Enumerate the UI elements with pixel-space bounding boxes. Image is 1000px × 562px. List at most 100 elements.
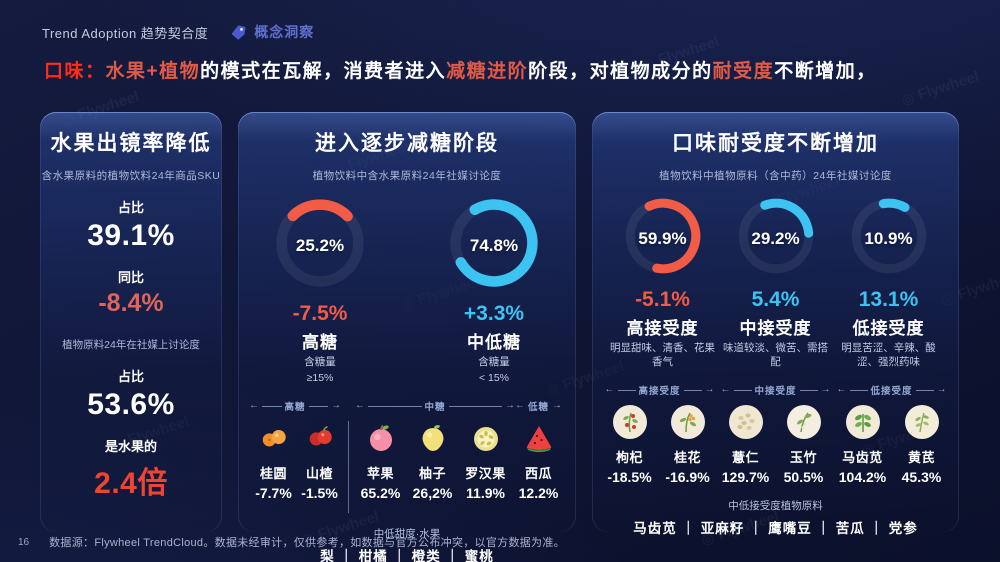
yoy-change: 13.1% xyxy=(858,288,919,311)
card-title: 进入逐步减糖阶段 xyxy=(315,132,499,155)
title-segment: 不断增加， xyxy=(774,61,877,82)
donut-value-label: 29.2% xyxy=(751,228,800,248)
segment-name: 高糖 xyxy=(302,333,338,352)
segment-name: 中接受度 xyxy=(739,319,812,338)
page-number: 16 xyxy=(18,536,30,548)
footer-label: 中低甜度·水果 xyxy=(373,528,441,541)
yoy-change: +3.3% xyxy=(463,302,525,325)
hawthorn-icon xyxy=(305,421,335,455)
title-segment: 口味： xyxy=(44,61,106,82)
title-segment: 减糖进阶 xyxy=(446,61,529,82)
footer-label: 中低接受度植物原料 xyxy=(728,500,823,513)
high-acceptance-block: 59.9% -5.1% 高接受度 明显甜味、清香、花果香气 xyxy=(606,195,719,369)
ingredient-watermelon: 西瓜 12.2% xyxy=(514,421,564,501)
discussion-share-value: 53.6% xyxy=(87,388,175,421)
multiple-value: 2.4倍 xyxy=(94,467,168,500)
divider xyxy=(347,421,349,514)
segment-desc: 明显甜味、清香、花果香气 xyxy=(610,342,715,369)
donut-chart-mid-low-sugar: 74.8% xyxy=(446,195,542,296)
donut-row: 59.9% -5.1% 高接受度 明显甜味、清香、花果香气 29.2% 5.4% xyxy=(592,195,959,369)
low-acceptance-block: 10.9% 13.1% 低接受度 明显苦涩、辛辣、酸涩、强烈药味 xyxy=(832,195,945,369)
segment-name: 低接受度 xyxy=(852,319,925,338)
yoy-value: -8.4% xyxy=(98,289,164,317)
ingredient-longan: 桂圆 -7.7% xyxy=(251,421,297,501)
yoy-change: -7.5% xyxy=(292,302,348,325)
apple-icon xyxy=(365,421,397,455)
osmanthus-icon xyxy=(670,405,706,440)
astragalus-icon xyxy=(904,405,940,440)
goji-icon xyxy=(612,405,648,440)
mid-acceptance-block: 29.2% 5.4% 中接受度 味道较淡、微苦、需搭配 xyxy=(719,195,832,369)
segment-desc: 明显苦涩、辛辣、酸涩、强烈药味 xyxy=(841,342,936,369)
card-subtitle: 植物饮料中植物原料（含中药）24年社媒讨论度 xyxy=(659,170,892,182)
concept-insight-label: 概念洞察 xyxy=(254,24,315,40)
range-high-acceptance: ← 高接受度 → xyxy=(604,384,715,398)
ingredient-goji: 枸杞 -18.5% xyxy=(602,405,658,485)
donut-value-label: 59.9% xyxy=(638,228,687,248)
card-subtitle: 植物饮料中含水果原料24年社媒讨论度 xyxy=(312,170,502,182)
footer-items: 马齿苋 ｜ 亚麻籽 ｜ 鹰嘴豆 ｜ 苦瓜 ｜ 党参 xyxy=(633,521,918,537)
donut-value-label: 10.9% xyxy=(864,228,913,248)
title-segment: 阶段，对植物成分的 xyxy=(528,61,713,82)
segment-name: 高接受度 xyxy=(626,319,699,338)
range-mid-acceptance: ← 中接受度 → xyxy=(720,384,831,398)
card-title: 口味耐受度不断增加 xyxy=(672,132,879,155)
purslane-icon xyxy=(845,405,881,440)
title-segment: 水果+植物 xyxy=(105,61,201,82)
donut-row: 25.2% -7.5% 高糖 含糖量 ≥15% 74.8% + xyxy=(238,195,576,385)
ingredient-osmanthus: 桂花 -16.9% xyxy=(660,405,716,485)
ingredient-solomons-seal: 玉竹 50.5% xyxy=(776,405,832,485)
fruit-items-row: 桂圆 -7.7% 山楂 -1.5% xyxy=(238,421,576,514)
monk-fruit-icon xyxy=(470,421,502,455)
segment-desc: 含糖量 xyxy=(304,356,336,368)
title-segment: 耐受度 xyxy=(712,61,775,82)
card-title: 水果出镜率降低 xyxy=(50,132,212,155)
segment-desc: < 15% xyxy=(478,372,510,385)
card-sugar-reduction: 进入逐步减糖阶段 植物饮料中含水果原料24年社媒讨论度 25.2% -7.5% … xyxy=(238,112,576,562)
range-low-acceptance: ← 低接受度 → xyxy=(836,384,947,398)
ingredient-hawthorn: 山楂 -1.5% xyxy=(297,421,343,501)
ingredient-purslane: 马齿苋 104.2% xyxy=(834,405,892,485)
card-subtitle-2: 植物原料24年在社媒上讨论度 xyxy=(62,339,200,351)
header: Trend Adoption 趋势契合度 概念洞察 xyxy=(42,22,314,42)
donut-chart-mid-acceptance: 29.2% xyxy=(735,195,817,282)
brand-label: Trend Adoption 趋势契合度 xyxy=(42,25,209,41)
sugar-range-row: ← 高糖 → ← 中糖 → ← 低糖 → xyxy=(238,399,576,414)
yoy-change: 5.4% xyxy=(751,288,800,311)
donut-chart-low-acceptance: 10.9% xyxy=(848,195,930,282)
donut-value-label: 25.2% xyxy=(295,235,345,255)
plant-items-row: 枸杞 -18.5% 桂花 -16.9% xyxy=(592,405,959,485)
range-mid-sugar: ← 中糖 → xyxy=(355,400,516,414)
flywheel-watermark: Flywheel xyxy=(899,68,982,109)
tag-icon xyxy=(232,25,246,40)
segment-name: 中低糖 xyxy=(467,333,521,352)
footer-items: 梨 ｜ 柑橘 ｜ 橙类 ｜ 蜜桃 xyxy=(320,549,494,562)
page-footer: 16 数据源：Flywheel TrendCloud。数据未经审计，仅供参考，如… xyxy=(18,534,565,550)
card-fruit-decline: 水果出镜率降低 含水果原料的植物饮料24年商品SKU 占比 39.1% 同比 -… xyxy=(40,112,222,532)
ingredient-monk-fruit: 罗汉果 11.9% xyxy=(458,421,514,501)
coix-seed-icon xyxy=(728,405,764,440)
pomelo-icon xyxy=(417,421,449,455)
longan-icon xyxy=(259,421,289,455)
sku-share-label: 占比 xyxy=(117,200,144,215)
discussion-share-label: 占比 xyxy=(117,369,144,384)
cards-row: 水果出镜率降低 含水果原料的植物饮料24年商品SKU 占比 39.1% 同比 -… xyxy=(40,112,959,562)
range-high-sugar: ← 高糖 → xyxy=(249,400,342,414)
donut-value-label: 74.8% xyxy=(469,235,519,255)
card-taste-tolerance: 口味耐受度不断增加 植物饮料中植物原料（含中药）24年社媒讨论度 59.9% -… xyxy=(592,112,959,536)
sku-share-value: 39.1% xyxy=(87,219,175,252)
yoy-label: 同比 xyxy=(117,270,144,285)
title-segment: 的模式在瓦解，消费者进入 xyxy=(200,61,447,82)
ingredient-astragalus: 黄芪 45.3% xyxy=(894,405,950,485)
high-sugar-block: 25.2% -7.5% 高糖 含糖量 ≥15% xyxy=(259,195,381,385)
ingredient-apple: 苹果 65.2% xyxy=(354,421,408,501)
page-title: 口味：水果+植物的模式在瓦解，消费者进入减糖进阶阶段，对植物成分的耐受度不断增加… xyxy=(44,56,877,83)
segment-desc: 含糖量 xyxy=(478,356,510,368)
donut-chart-high-acceptance: 59.9% xyxy=(622,195,704,282)
acceptance-range-row: ← 高接受度 → ← 中接受度 → ← 低接受度 → xyxy=(592,383,959,398)
range-low-sugar: ← 低糖 → xyxy=(515,400,563,414)
ingredient-coix-seed: 薏仁 129.7% xyxy=(718,405,774,485)
card-subtitle: 含水果原料的植物饮料24年商品SKU xyxy=(41,170,221,182)
watermelon-icon xyxy=(523,421,555,455)
